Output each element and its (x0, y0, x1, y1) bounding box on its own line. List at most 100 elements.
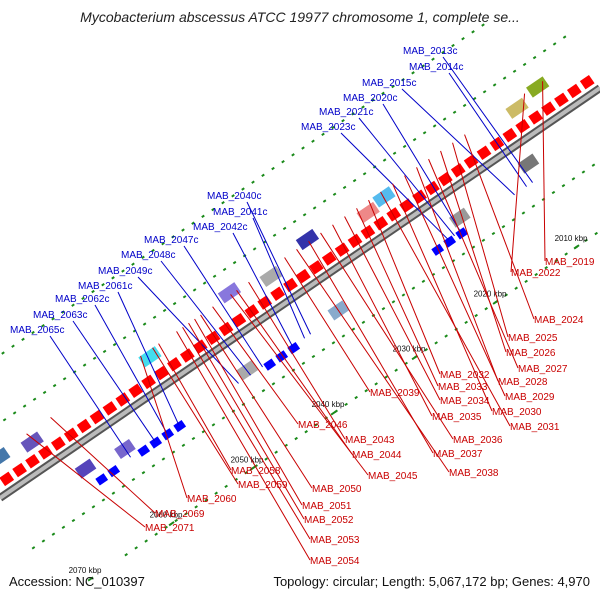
tick-dot (321, 132, 325, 137)
tick-dot (281, 375, 286, 379)
tick-dot (154, 532, 158, 536)
major-tick (330, 410, 337, 416)
leader-line-bottom (296, 249, 450, 473)
tick-dot (451, 43, 455, 48)
tick-dot (564, 252, 568, 256)
tick-dot (301, 361, 306, 365)
leader-line-top (94, 304, 168, 433)
leader-line-top (358, 117, 455, 237)
tick-dot (212, 274, 217, 278)
shaded-block (295, 228, 320, 251)
tick-dot (481, 238, 486, 242)
tick-dot (134, 546, 138, 550)
tick-dot (172, 301, 177, 306)
forward-gene (179, 348, 195, 363)
tick-dot (332, 192, 337, 196)
tick-dot (342, 185, 347, 190)
tick-dot (191, 221, 195, 225)
tick-dot (471, 30, 475, 34)
backbone-layer (0, 84, 600, 502)
reverse-gene (149, 436, 163, 449)
forward-gene (399, 198, 414, 213)
tick-dot (22, 404, 27, 408)
gene-label-top: MAB_2049c (98, 266, 152, 277)
tick-dot (181, 228, 185, 232)
tick-dot (174, 518, 178, 523)
tick-dot (302, 213, 307, 217)
leader-line-bottom (464, 134, 535, 320)
forward-gene (541, 101, 556, 116)
tick-dot (591, 163, 596, 167)
leader-line-bottom (182, 326, 311, 540)
tick-dot (504, 293, 508, 297)
tick-dot (441, 265, 446, 270)
tick-dot (571, 177, 576, 181)
forward-gene (115, 392, 131, 407)
tick-dot (2, 418, 7, 422)
leader-line-bottom (176, 331, 311, 561)
tick-dot (81, 511, 86, 516)
tick-dot (131, 262, 135, 266)
tick-dot (221, 416, 226, 420)
leader-line-bottom (380, 191, 511, 427)
tick-dot (274, 450, 278, 454)
tick-dot (111, 276, 115, 280)
tick-dot (301, 146, 305, 150)
tick-dot (371, 98, 375, 102)
tick-dot (161, 457, 166, 461)
tick-dot (311, 139, 315, 143)
tick-dot (304, 430, 308, 434)
leader-line-bottom (452, 142, 509, 338)
gene-label-top: MAB_2061c (78, 281, 132, 292)
tick-dot (444, 334, 448, 338)
tick-dot (491, 231, 496, 236)
leader-line-bottom (368, 199, 441, 375)
tick-dot (374, 382, 378, 386)
major-tick (411, 355, 418, 361)
gene-label-bottom: MAB_2019 (545, 257, 595, 268)
gene-label-bottom: MAB_2028 (498, 377, 548, 388)
gene-label-top: MAB_2040c (207, 191, 261, 202)
forward-gene (476, 145, 492, 160)
leader-line-bottom (188, 322, 305, 520)
tick-dot (532, 55, 537, 60)
tick-dot (211, 207, 215, 212)
tick-dot (91, 505, 96, 509)
major-tick (249, 465, 256, 471)
tick-dot (292, 219, 297, 224)
leader-line-top (183, 245, 263, 368)
leader-line-bottom (428, 158, 519, 369)
tick-dot (561, 183, 566, 188)
shaded-block (372, 186, 396, 208)
forward-gene (154, 365, 169, 381)
reverse-gene (95, 473, 109, 486)
tick-dot (522, 62, 527, 67)
gene-label-bottom: MAB_2059 (238, 480, 288, 491)
leader-line-bottom (200, 314, 313, 489)
tick-dot (331, 341, 336, 345)
tick-dot (462, 103, 467, 108)
tick-dot (211, 423, 216, 427)
tick-dot (101, 283, 105, 287)
forward-gene (373, 216, 389, 231)
forward-gene (38, 445, 53, 460)
tick-dot (581, 170, 586, 174)
forward-gene (89, 409, 105, 425)
tick-dot (321, 347, 326, 352)
gene-label-top: MAB_2020c (343, 93, 397, 104)
tick-dot (202, 281, 207, 285)
tick-dot (364, 389, 368, 393)
tick-dot (314, 423, 318, 427)
forward-gene (296, 268, 311, 284)
tick-dot (412, 137, 417, 142)
forward-gene (347, 233, 363, 249)
tick-dot (411, 286, 416, 290)
leader-line-top (117, 291, 180, 425)
tick-dot (531, 204, 536, 208)
forward-gene (321, 251, 337, 266)
tick-dot (261, 173, 265, 178)
tick-dot (71, 518, 76, 523)
tick-dot (344, 402, 348, 407)
tick-dot (481, 23, 485, 27)
